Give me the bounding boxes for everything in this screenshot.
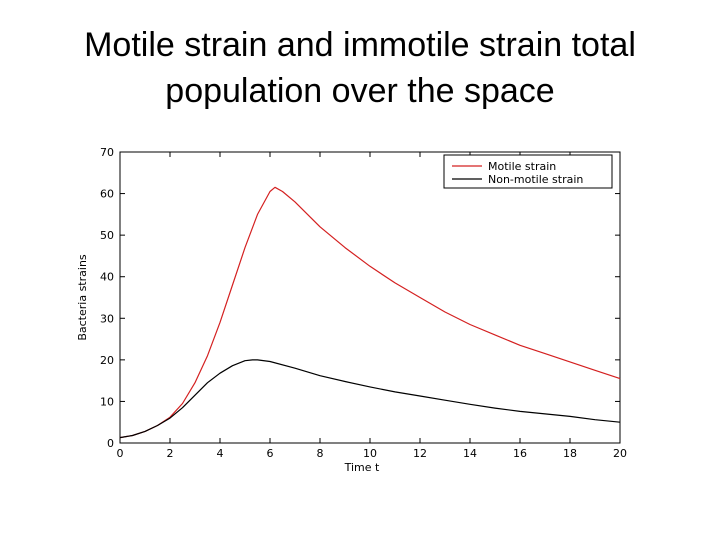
x-axis-label: Time t [344, 461, 380, 474]
y-tick-label: 50 [100, 229, 114, 242]
plot-area-frame [119, 151, 621, 444]
x-tick-label: 4 [217, 447, 224, 460]
y-axis-label: Bacteria strains [76, 254, 89, 341]
slide-title: Motile strain and immotile strain total … [0, 22, 720, 114]
legend-entry-label: Non-motile strain [488, 173, 583, 186]
series-line-motile-strain [119, 186, 621, 439]
x-tick-label: 20 [613, 447, 627, 460]
y-tick-label: 0 [107, 437, 114, 450]
y-tick-label: 70 [100, 146, 114, 159]
x-tick-label: 2 [167, 447, 174, 460]
y-tick-label: 10 [100, 395, 114, 408]
x-tick-label: 18 [563, 447, 577, 460]
series-line-non-motile-strain [119, 359, 621, 439]
x-tick-label: 12 [413, 447, 427, 460]
y-tick-label: 40 [100, 271, 114, 284]
y-tick-label: 30 [100, 312, 114, 325]
x-tick-label: 10 [363, 447, 377, 460]
x-tick-label: 16 [513, 447, 527, 460]
x-tick-label: 14 [463, 447, 477, 460]
slide-title-line-2: population over the space [165, 72, 555, 110]
x-tick-label: 6 [267, 447, 274, 460]
y-tick-label: 60 [100, 188, 114, 201]
legend-entry-label: Motile strain [488, 160, 556, 173]
x-tick-label: 0 [117, 447, 124, 460]
y-tick-label: 20 [100, 354, 114, 367]
legend-box [443, 154, 613, 189]
x-tick-label: 8 [317, 447, 324, 460]
slide-title-line-1: Motile strain and immotile strain total [84, 26, 636, 64]
